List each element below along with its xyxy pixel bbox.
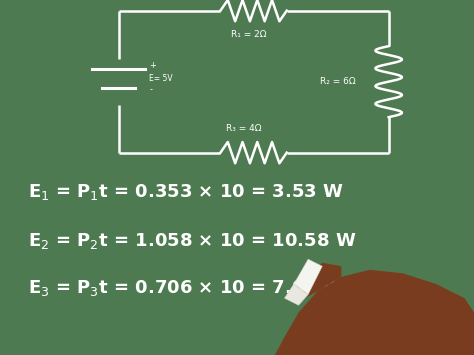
Text: +: + (149, 61, 156, 70)
Polygon shape (294, 259, 322, 295)
Text: E$_1$ = P$_1$t = 0.353 × 10 = 3.53 W: E$_1$ = P$_1$t = 0.353 × 10 = 3.53 W (28, 182, 344, 202)
Polygon shape (275, 270, 474, 355)
Text: -: - (149, 85, 152, 94)
Polygon shape (284, 284, 308, 305)
Text: How to Solve a Series Circuit: How to Solve a Series Circuit (399, 348, 469, 353)
Text: E= 5V: E= 5V (149, 74, 173, 83)
Text: R₁ = 2Ω: R₁ = 2Ω (231, 30, 266, 39)
Text: E$_2$ = P$_2$t = 1.058 × 10 = 10.58 W: E$_2$ = P$_2$t = 1.058 × 10 = 10.58 W (28, 231, 357, 251)
Text: R₃ = 4Ω: R₃ = 4Ω (227, 124, 262, 133)
Text: E$_3$ = P$_3$t = 0.706 × 10 = 7.06 W: E$_3$ = P$_3$t = 0.706 × 10 = 7.06 W (28, 278, 344, 297)
Text: R₂ = 6Ω: R₂ = 6Ω (320, 77, 356, 86)
Polygon shape (299, 263, 341, 302)
